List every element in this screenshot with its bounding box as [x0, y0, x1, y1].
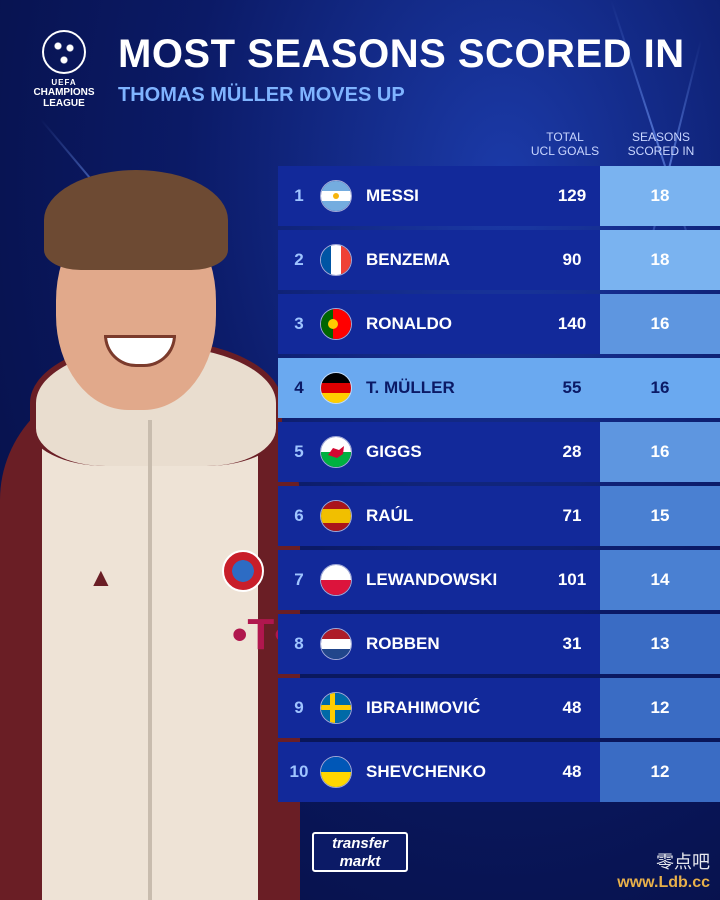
- netherlands-flag-icon: [320, 628, 352, 660]
- starball-icon: [42, 30, 86, 74]
- table-row: 9 IBRAHIMOVIĆ 48 12: [278, 678, 720, 738]
- sweden-flag-icon: [320, 692, 352, 724]
- logo-line-uefa: UEFA: [51, 78, 77, 87]
- rank-number: 6: [294, 506, 304, 525]
- column-header-seasons: SEASONS SCORED IN: [616, 130, 706, 158]
- watermark-url: www.Ldb.cc: [617, 874, 710, 891]
- jacket-zip: [148, 420, 152, 900]
- player-name: LEWANDOWSKI: [366, 570, 498, 589]
- page-subtitle: THOMAS MÜLLER MOVES UP: [118, 84, 405, 106]
- player-name: RONALDO: [366, 314, 452, 333]
- seasons-scored: 15: [600, 486, 720, 546]
- transfermarkt-logo: transfer markt: [312, 832, 408, 872]
- rank-number: 4: [294, 378, 304, 397]
- table-row: 5 GIGGS 28 16: [278, 422, 720, 482]
- transfermarkt-logo-line1: transfer: [332, 835, 388, 852]
- seasons-scored: 18: [600, 230, 720, 290]
- player-name: IBRAHIMOVIĆ: [366, 698, 481, 717]
- player-name: SHEVCHENKO: [366, 762, 486, 781]
- rank-number: 10: [289, 762, 309, 781]
- player-name: MESSI: [366, 186, 419, 205]
- total-goals: 28: [562, 442, 582, 461]
- watermark-chinese: 零点吧: [656, 852, 710, 873]
- spain-flag-icon: [320, 500, 352, 532]
- table-row: 2 BENZEMA 90 18: [278, 230, 720, 290]
- column-header-seasons-line1: SEASONS: [631, 130, 691, 144]
- table-row: 1 MESSI 129 18: [278, 166, 720, 226]
- column-header-goals-line1: TOTAL: [546, 130, 584, 144]
- seasons-scored: 16: [600, 358, 720, 418]
- watermark: 零点吧 www.Ldb.cc: [617, 848, 710, 892]
- player-name: T. MÜLLER: [366, 378, 455, 397]
- rank-number: 5: [294, 442, 304, 461]
- ukraine-flag-icon: [320, 756, 352, 788]
- logo-line-league: LEAGUE: [43, 98, 85, 109]
- seasons-scored: 18: [600, 166, 720, 226]
- column-header-goals: TOTAL UCL GOALS: [520, 130, 610, 158]
- rank-number: 9: [294, 698, 304, 717]
- page-title: MOST SEASONS SCORED IN: [118, 32, 685, 76]
- table-row: 4 T. MÜLLER 55 16: [278, 358, 720, 418]
- champions-league-logo: UEFA CHAMPIONS LEAGUE: [22, 30, 106, 109]
- total-goals: 129: [557, 186, 587, 205]
- player-name: GIGGS: [366, 442, 422, 461]
- seasons-scored: 16: [600, 422, 720, 482]
- column-header-goals-line2: UCL GOALS: [530, 144, 600, 158]
- seasons-scored: 12: [600, 678, 720, 738]
- seasons-scored: 13: [600, 614, 720, 674]
- transfermarkt-logo-line2: markt: [339, 853, 381, 870]
- adidas-logo-icon: ▲: [88, 562, 114, 592]
- table-row: 7 LEWANDOWSKI 101 14: [278, 550, 720, 610]
- rank-number: 7: [294, 570, 304, 589]
- germany-flag-icon: [320, 372, 352, 404]
- total-goals: 48: [562, 698, 582, 717]
- ranking-table: 1 MESSI 129 18 2 BENZEMA 90 18 3 RONALDO 140 16 4 T. …: [278, 166, 720, 806]
- logo-line-champions: CHAMPIONS: [33, 87, 95, 98]
- table-row: 3 RONALDO 140 16: [278, 294, 720, 354]
- player-name: BENZEMA: [366, 250, 451, 269]
- seasons-scored: 12: [600, 742, 720, 802]
- column-header-seasons-line2: SCORED IN: [627, 144, 695, 158]
- portugal-flag-icon: [320, 308, 352, 340]
- total-goals: 90: [562, 250, 582, 269]
- club-crest-icon: [222, 550, 264, 592]
- table-row: 6 RAÚL 71 15: [278, 486, 720, 546]
- player-name: ROBBEN: [366, 634, 440, 653]
- rank-number: 8: [294, 634, 304, 653]
- player-photo: ▲ •T•: [0, 150, 300, 900]
- rank-number: 3: [294, 314, 304, 333]
- table-row: 8 ROBBEN 31 13: [278, 614, 720, 674]
- player-hair: [44, 170, 228, 270]
- seasons-scored: 16: [600, 294, 720, 354]
- total-goals: 101: [557, 570, 587, 589]
- player-name: RAÚL: [366, 506, 414, 525]
- seasons-scored: 14: [600, 550, 720, 610]
- total-goals: 140: [557, 314, 587, 333]
- total-goals: 48: [562, 762, 582, 781]
- poland-flag-icon: [320, 564, 352, 596]
- argentina-flag-icon: [320, 180, 352, 212]
- total-goals: 31: [562, 634, 582, 653]
- total-goals: 55: [562, 378, 582, 397]
- france-flag-icon: [320, 244, 352, 276]
- wales-flag-icon: [320, 436, 352, 468]
- total-goals: 71: [562, 506, 582, 525]
- table-row: 10 SHEVCHENKO 48 12: [278, 742, 720, 802]
- rank-number: 1: [294, 186, 304, 205]
- rank-number: 2: [294, 250, 304, 269]
